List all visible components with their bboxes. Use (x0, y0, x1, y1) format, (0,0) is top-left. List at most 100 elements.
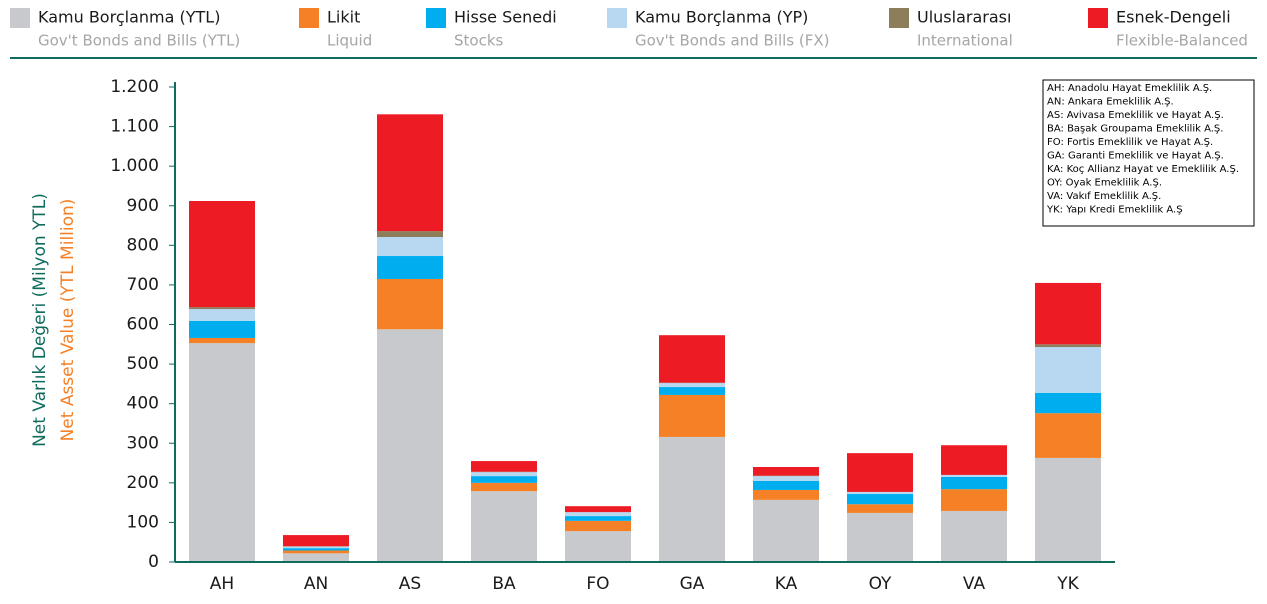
y-tick-label: 100 (127, 512, 159, 532)
legend-label-en: Liquid (327, 32, 372, 50)
bar-segment (189, 307, 255, 310)
bar-segment (377, 237, 443, 257)
bar-segment (189, 201, 255, 308)
bar-segment (565, 520, 631, 532)
key-note: KA: Koç Allianz Hayat ve Emeklilik A.Ş. (1047, 164, 1239, 175)
bar-segment (753, 467, 819, 476)
legend-label: Kamu Borçlanma (YP) (635, 8, 808, 27)
bar-segment (377, 114, 443, 232)
bar-segment (753, 480, 819, 490)
y-axis-label-en: Net Asset Value (YTL Million) (58, 199, 78, 442)
legend-label: Kamu Borçlanma (YTL) (38, 8, 220, 27)
bar-segment (659, 394, 725, 437)
y-tick-label: 900 (127, 196, 159, 216)
bar-segment (659, 383, 725, 388)
bar-segment (1035, 347, 1101, 393)
legend-swatch (10, 8, 30, 28)
y-tick-label: 800 (127, 235, 159, 255)
y-tick-label: 200 (127, 473, 159, 493)
bar-segment (471, 491, 537, 562)
bar-segment (1035, 392, 1101, 414)
x-tick-label: AS (399, 574, 421, 594)
bar-segment (659, 335, 725, 383)
bar-segment (753, 476, 819, 481)
bar-segment (941, 510, 1007, 562)
legend-label-en: Gov't Bonds and Bills (YTL) (38, 32, 240, 50)
bar-segment (471, 461, 537, 472)
y-tick-label: 1.200 (110, 77, 159, 97)
bar-segment (1035, 457, 1101, 562)
bar-segment (659, 436, 725, 562)
bar-segment (941, 476, 1007, 490)
y-tick-label: 0 (148, 552, 159, 572)
key-note: OY: Oyak Emeklilik A.Ş. (1047, 178, 1162, 189)
legend-label-en: Flexible-Balanced (1116, 32, 1248, 50)
bar-segment (1035, 413, 1101, 458)
bar-segment (283, 548, 349, 551)
x-tick-label: BA (492, 574, 516, 594)
bar-segment (753, 499, 819, 562)
x-tick-label: KA (775, 574, 798, 594)
y-tick-label: 600 (127, 315, 159, 335)
key-note: VA: Vakıf Emeklilik A.Ş. (1047, 191, 1161, 202)
bar-segment (565, 506, 631, 513)
legend-label-en: Gov't Bonds and Bills (FX) (635, 32, 830, 50)
y-tick-label: 700 (127, 275, 159, 295)
key-note: AS: Avivasa Emeklilik ve Hayat A.Ş. (1047, 110, 1224, 121)
bar-segment (283, 546, 349, 549)
bar-segment (847, 504, 913, 513)
legend-label-en: Stocks (454, 32, 504, 50)
legend-label: Hisse Senedi (454, 8, 557, 27)
bar-segment (471, 472, 537, 477)
x-tick-label: VA (963, 574, 986, 594)
bar-segment (377, 256, 443, 279)
bar-segment (565, 516, 631, 521)
bar-segment (1035, 344, 1101, 348)
x-tick-label: AN (304, 574, 328, 594)
legend-label: Uluslararası (917, 8, 1011, 27)
y-tick-label: 400 (127, 394, 159, 414)
bar-segment (659, 387, 725, 395)
bar-segment (1035, 282, 1101, 345)
bar-segment (283, 553, 349, 562)
legend-swatch (299, 8, 319, 28)
bar-segment (283, 550, 349, 554)
x-tick-label: OY (869, 574, 892, 594)
bar-segment (847, 493, 913, 505)
legend-label: Likit (327, 8, 360, 27)
bar-segment (941, 474, 1007, 477)
bar-segment (471, 482, 537, 492)
bar-segment (377, 278, 443, 330)
bar-segment (189, 320, 255, 338)
key-note: FO: Fortis Emeklilik ve Hayat A.Ş. (1047, 137, 1213, 148)
x-tick-label: FO (586, 574, 609, 594)
bar-segment (565, 531, 631, 562)
y-tick-label: 300 (127, 433, 159, 453)
y-axis-label: Net Varlık Değeri (Milyon YTL) (30, 193, 50, 447)
key-box (1042, 79, 1255, 227)
bar-segment (377, 231, 443, 238)
x-tick-label: AH (210, 574, 234, 594)
legend-swatch (889, 8, 909, 28)
bar-segment (377, 329, 443, 562)
x-tick-label: YK (1056, 574, 1079, 594)
y-tick-label: 1.000 (110, 156, 159, 176)
y-tick-label: 1.100 (110, 117, 159, 137)
y-tick-label: 500 (127, 354, 159, 374)
bar-segment (941, 445, 1007, 475)
bar-segment (189, 343, 255, 562)
key-note: AN: Ankara Emeklilik A.Ş. (1047, 97, 1174, 108)
bar-segment (283, 535, 349, 547)
bar-segment (847, 512, 913, 562)
bar-segment (847, 453, 913, 492)
key-note: GA: Garanti Emeklilik ve Hayat A.Ş. (1047, 151, 1224, 162)
legend-swatch (607, 8, 627, 28)
bar-segment (847, 491, 913, 494)
bar-segment (941, 489, 1007, 511)
key-note: BA: Başak Groupama Emeklilik A.Ş. (1047, 124, 1223, 135)
legend-swatch (426, 8, 446, 28)
legend-label-en: International (917, 32, 1013, 50)
bar-segment (189, 309, 255, 321)
key-note: AH: Anadolu Hayat Emeklilik A.Ş. (1047, 83, 1212, 94)
